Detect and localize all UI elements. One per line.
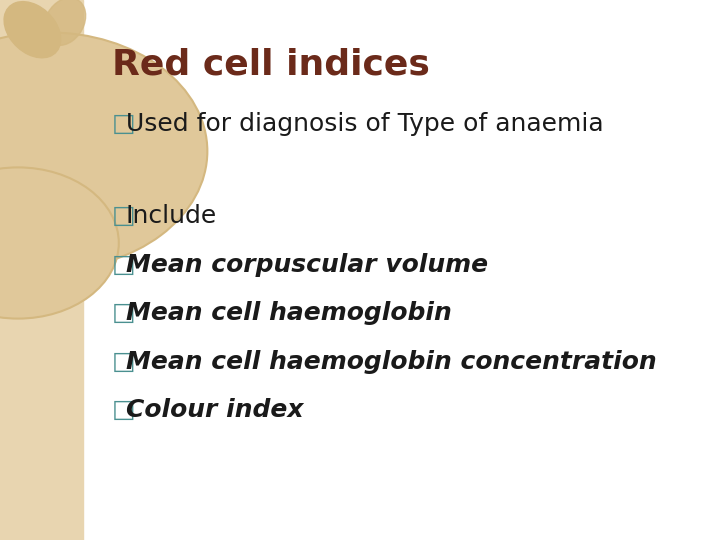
- Text: Colour index: Colour index: [126, 399, 304, 422]
- Text: Mean cell haemoglobin concentration: Mean cell haemoglobin concentration: [126, 350, 657, 374]
- Text: □: □: [112, 112, 135, 136]
- Text: □: □: [112, 204, 135, 228]
- Ellipse shape: [44, 0, 86, 45]
- Bar: [0, 0, 83, 540]
- Text: □: □: [112, 399, 135, 422]
- Text: Include: Include: [126, 204, 217, 228]
- Text: Mean corpuscular volume: Mean corpuscular volume: [126, 253, 488, 276]
- Text: Mean cell haemoglobin: Mean cell haemoglobin: [126, 301, 451, 325]
- Ellipse shape: [4, 2, 60, 58]
- Text: Red cell indices: Red cell indices: [112, 48, 429, 82]
- Text: □: □: [112, 253, 135, 276]
- Circle shape: [0, 167, 119, 319]
- Text: □: □: [112, 301, 135, 325]
- Text: □: □: [112, 350, 135, 374]
- Text: Used for diagnosis of Type of anaemia: Used for diagnosis of Type of anaemia: [126, 112, 603, 136]
- Circle shape: [0, 32, 207, 270]
